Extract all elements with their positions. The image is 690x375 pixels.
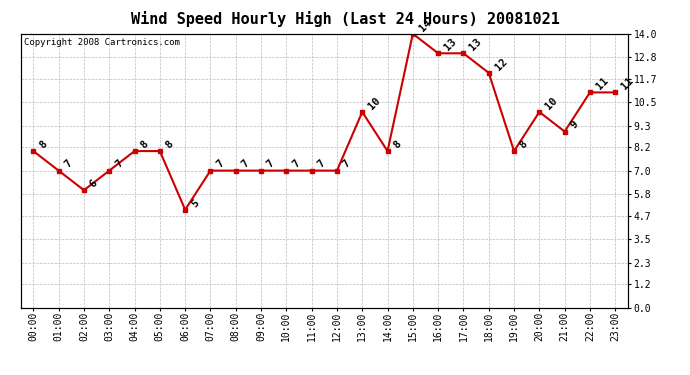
Text: 8: 8: [139, 139, 150, 150]
Text: 10: 10: [544, 95, 560, 111]
Text: 7: 7: [265, 158, 277, 170]
Text: 8: 8: [518, 139, 530, 150]
Text: 7: 7: [240, 158, 251, 170]
Text: 8: 8: [392, 139, 403, 150]
Text: 11: 11: [620, 76, 635, 92]
Text: 7: 7: [215, 158, 226, 170]
Text: 14: 14: [417, 17, 433, 33]
Text: Copyright 2008 Cartronics.com: Copyright 2008 Cartronics.com: [23, 38, 179, 47]
Text: 13: 13: [442, 37, 458, 52]
Text: 7: 7: [290, 158, 302, 170]
Text: 8: 8: [37, 139, 49, 150]
Text: 7: 7: [316, 158, 327, 170]
Text: 5: 5: [189, 198, 201, 209]
Text: 11: 11: [594, 76, 610, 92]
Text: 8: 8: [164, 139, 175, 150]
Text: 6: 6: [88, 178, 99, 189]
Text: 12: 12: [493, 56, 509, 72]
Text: 9: 9: [569, 119, 580, 131]
Text: 7: 7: [341, 158, 353, 170]
Text: 10: 10: [366, 95, 382, 111]
Text: Wind Speed Hourly High (Last 24 Hours) 20081021: Wind Speed Hourly High (Last 24 Hours) 2…: [130, 11, 560, 27]
Text: 7: 7: [113, 158, 125, 170]
Text: 13: 13: [468, 37, 484, 52]
Text: 7: 7: [63, 158, 75, 170]
